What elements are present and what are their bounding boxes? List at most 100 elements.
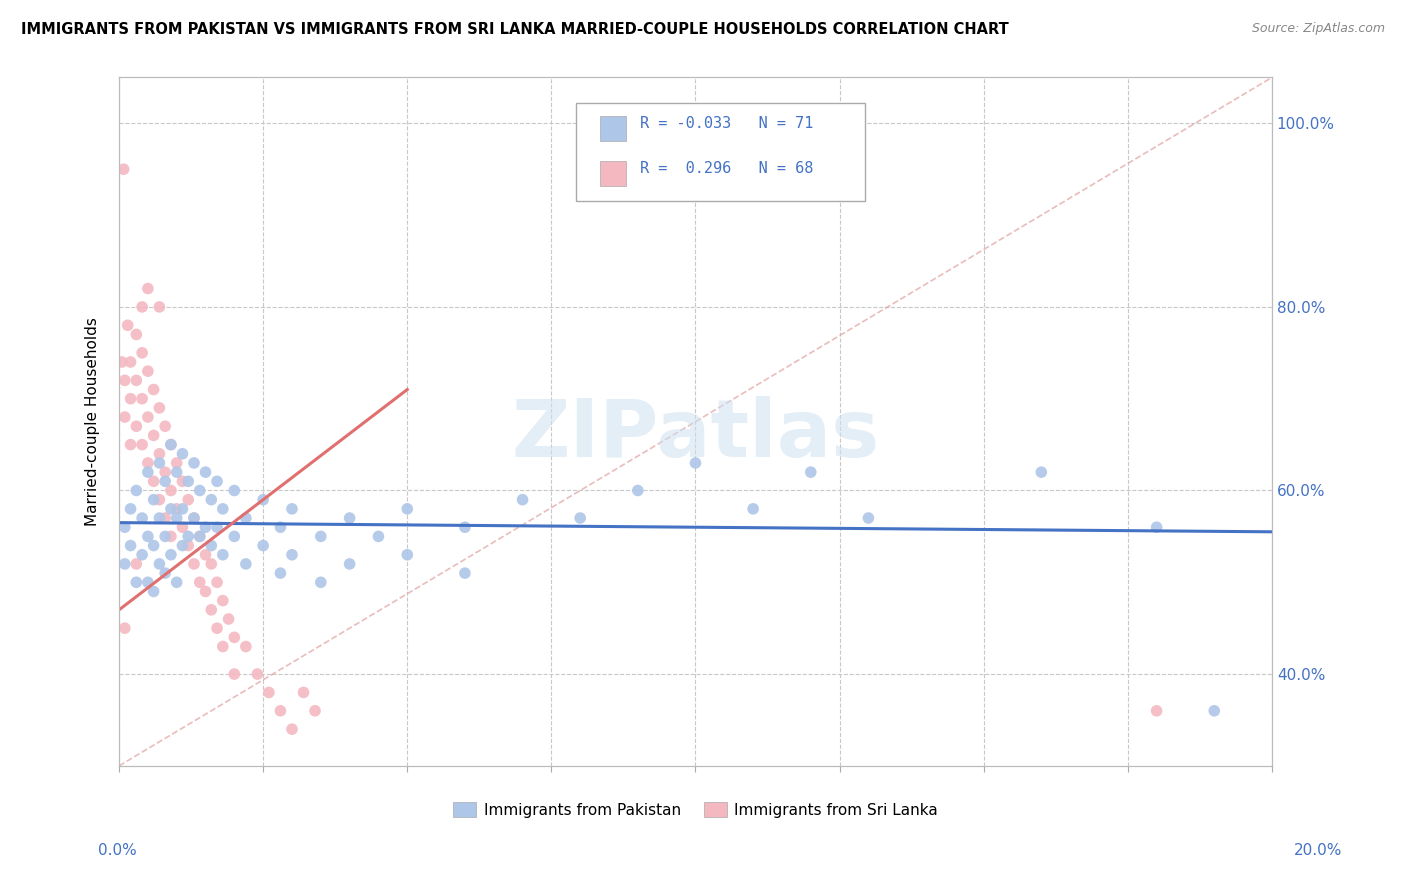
Point <box>211 548 233 562</box>
Point <box>114 520 136 534</box>
Point <box>1031 465 1053 479</box>
Point <box>742 501 765 516</box>
Point <box>281 501 304 516</box>
Point <box>114 373 136 387</box>
Point <box>166 511 188 525</box>
Point <box>120 392 142 406</box>
Point <box>235 640 257 654</box>
Point <box>685 456 707 470</box>
Point <box>1146 704 1168 718</box>
Point <box>205 475 228 489</box>
Point <box>153 511 176 525</box>
Point <box>269 566 291 580</box>
Point <box>148 300 170 314</box>
Legend: Immigrants from Pakistan, Immigrants from Sri Lanka: Immigrants from Pakistan, Immigrants fro… <box>447 796 943 823</box>
Point <box>131 300 153 314</box>
Point <box>200 603 222 617</box>
Point <box>136 410 159 425</box>
Point <box>235 511 257 525</box>
Point <box>194 465 217 479</box>
Point <box>172 447 194 461</box>
Point <box>153 419 176 434</box>
Point <box>160 437 183 451</box>
Point <box>131 437 153 451</box>
Point <box>396 501 419 516</box>
Point <box>166 501 188 516</box>
Point <box>627 483 650 498</box>
Point <box>177 539 200 553</box>
Y-axis label: Married-couple Households: Married-couple Households <box>86 318 100 526</box>
Point <box>224 631 246 645</box>
Point <box>114 410 136 425</box>
Point <box>120 355 142 369</box>
Point <box>142 383 165 397</box>
Point <box>136 364 159 378</box>
Point <box>200 557 222 571</box>
Point <box>125 575 148 590</box>
Point <box>211 501 233 516</box>
Point <box>235 557 257 571</box>
Point <box>454 520 477 534</box>
Point <box>1204 704 1226 718</box>
Point <box>142 584 165 599</box>
Point <box>148 492 170 507</box>
Point <box>117 318 139 333</box>
Point <box>224 483 246 498</box>
Point <box>120 539 142 553</box>
Point <box>160 548 183 562</box>
Point <box>224 667 246 681</box>
Point <box>339 557 361 571</box>
Point <box>177 529 200 543</box>
Point <box>188 483 211 498</box>
Point <box>136 575 159 590</box>
Point <box>188 575 211 590</box>
Point <box>131 392 153 406</box>
Point <box>142 539 165 553</box>
Point <box>114 557 136 571</box>
Point <box>153 566 176 580</box>
Text: IMMIGRANTS FROM PAKISTAN VS IMMIGRANTS FROM SRI LANKA MARRIED-COUPLE HOUSEHOLDS : IMMIGRANTS FROM PAKISTAN VS IMMIGRANTS F… <box>21 22 1010 37</box>
Point <box>177 475 200 489</box>
Point <box>269 704 291 718</box>
Point <box>205 621 228 635</box>
Point <box>396 548 419 562</box>
Point <box>252 492 274 507</box>
Point <box>183 557 205 571</box>
Point <box>125 419 148 434</box>
Point <box>148 557 170 571</box>
Point <box>120 501 142 516</box>
Point <box>172 475 194 489</box>
Point <box>125 483 148 498</box>
Point <box>160 501 183 516</box>
Point <box>304 704 326 718</box>
Point <box>172 520 194 534</box>
Text: Source: ZipAtlas.com: Source: ZipAtlas.com <box>1251 22 1385 36</box>
Point <box>512 492 534 507</box>
Point <box>131 346 153 360</box>
Text: 0.0%: 0.0% <box>98 843 138 858</box>
Point <box>188 529 211 543</box>
Point <box>211 593 233 607</box>
Point <box>188 529 211 543</box>
Point <box>142 428 165 442</box>
Point <box>205 520 228 534</box>
Point <box>177 492 200 507</box>
Point <box>136 529 159 543</box>
Point <box>136 281 159 295</box>
Point <box>125 327 148 342</box>
Point <box>166 465 188 479</box>
Point <box>246 667 269 681</box>
Point <box>269 520 291 534</box>
Point <box>111 355 134 369</box>
Point <box>183 456 205 470</box>
Point <box>153 529 176 543</box>
Point <box>309 575 332 590</box>
Text: R =  0.296   N = 68: R = 0.296 N = 68 <box>640 161 813 176</box>
Point <box>211 640 233 654</box>
Point <box>569 511 592 525</box>
Point <box>125 373 148 387</box>
Point <box>281 548 304 562</box>
Point <box>131 548 153 562</box>
Point <box>183 511 205 525</box>
Point <box>172 501 194 516</box>
